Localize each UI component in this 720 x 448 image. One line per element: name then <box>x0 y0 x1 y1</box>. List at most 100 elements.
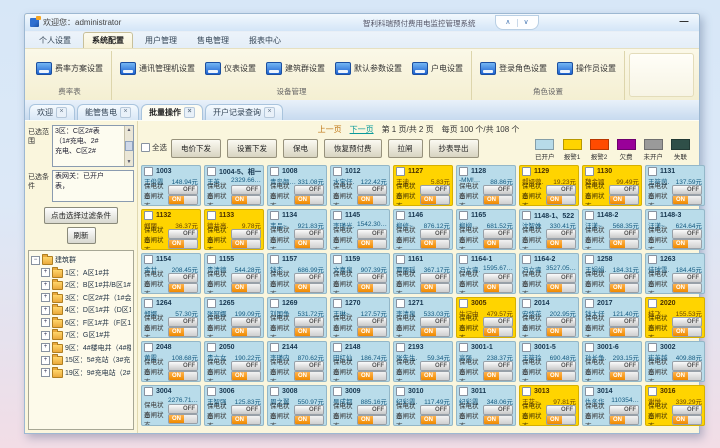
switch-toggle[interactable]: ON <box>420 239 450 249</box>
menu-item[interactable]: 售电管理 <box>197 36 229 45</box>
switch-toggle[interactable]: ON <box>609 239 639 249</box>
protect-toggle[interactable]: OFF <box>231 405 261 415</box>
meter-checkbox[interactable] <box>333 255 342 264</box>
expand-icon[interactable]: + <box>41 293 50 303</box>
meter-checkbox[interactable] <box>144 343 153 352</box>
ribbon-button[interactable]: 户电设置 <box>408 59 467 78</box>
tab[interactable]: 欢迎 × <box>29 104 75 120</box>
protect-toggle[interactable]: OFF <box>294 317 324 327</box>
meter-checkbox[interactable] <box>144 387 153 396</box>
expand-icon[interactable]: + <box>41 305 50 315</box>
scrollbar[interactable]: ▲ ▼ <box>124 126 133 166</box>
protect-toggle[interactable]: OFF <box>672 185 702 195</box>
switch-toggle[interactable]: ON <box>483 371 513 381</box>
protect-toggle[interactable]: OFF <box>231 273 261 283</box>
protect-toggle[interactable]: OFF <box>609 361 639 371</box>
chevron-down-icon[interactable]: ∨ <box>523 19 529 26</box>
scroll-up-icon[interactable]: ▲ <box>126 127 132 133</box>
action-button[interactable]: 抄表导出 <box>428 139 479 158</box>
switch-toggle[interactable]: ON <box>294 371 324 381</box>
protect-toggle[interactable]: OFF <box>231 229 261 239</box>
switch-toggle[interactable]: ON <box>357 415 387 425</box>
meter-checkbox[interactable] <box>585 167 594 176</box>
action-button[interactable]: 设置下发 <box>227 139 277 158</box>
meter-checkbox[interactable] <box>207 255 216 264</box>
meter-checkbox[interactable] <box>648 211 657 220</box>
protect-toggle[interactable]: OFF <box>168 317 198 327</box>
protect-toggle[interactable]: OFF <box>672 405 702 415</box>
protect-toggle[interactable]: OFF <box>546 361 576 371</box>
expand-icon[interactable]: + <box>41 318 50 328</box>
switch-toggle[interactable]: ON <box>672 239 702 249</box>
tree-root[interactable]: − 建筑群 <box>31 254 131 267</box>
meter-checkbox[interactable] <box>207 211 216 220</box>
protect-toggle[interactable]: OFF <box>546 185 576 195</box>
switch-toggle[interactable]: ON <box>609 327 639 337</box>
meter-checkbox[interactable] <box>396 167 405 176</box>
meter-checkbox[interactable] <box>459 255 468 264</box>
protect-toggle[interactable]: OFF <box>420 229 450 239</box>
expand-icon[interactable]: + <box>41 355 50 365</box>
meter-checkbox[interactable] <box>648 299 657 308</box>
meter-checkbox[interactable] <box>585 211 594 220</box>
switch-toggle[interactable]: ON <box>420 327 450 337</box>
meter-checkbox[interactable] <box>522 387 531 396</box>
protect-toggle[interactable]: OFF <box>357 361 387 371</box>
switch-toggle[interactable]: ON <box>672 371 702 381</box>
menu-item[interactable]: 个人设置 <box>39 36 71 45</box>
meter-checkbox[interactable] <box>396 255 405 264</box>
switch-toggle[interactable]: ON <box>420 195 450 205</box>
switch-toggle[interactable]: ON <box>420 371 450 381</box>
switch-toggle[interactable]: ON <box>294 415 324 425</box>
protect-toggle[interactable]: OFF <box>357 229 387 239</box>
meter-checkbox[interactable] <box>144 299 153 308</box>
meter-checkbox[interactable] <box>648 343 657 352</box>
expand-icon[interactable]: + <box>41 330 50 340</box>
switch-toggle[interactable]: ON <box>168 414 198 424</box>
protect-toggle[interactable]: OFF <box>168 404 198 414</box>
close-icon[interactable]: × <box>120 107 131 118</box>
meter-checkbox[interactable] <box>207 387 216 396</box>
protect-toggle[interactable]: OFF <box>546 405 576 415</box>
meter-checkbox[interactable] <box>396 211 405 220</box>
protect-toggle[interactable]: OFF <box>420 317 450 327</box>
switch-toggle[interactable]: ON <box>546 283 576 293</box>
switch-toggle[interactable]: ON <box>609 371 639 381</box>
meter-card[interactable]: 3004 2276.71… 保电状态 OFF 合闸状态 ON <box>141 385 201 426</box>
protect-toggle[interactable]: OFF <box>672 317 702 327</box>
tree-item[interactable]: +7区：G区1#井 <box>31 329 131 342</box>
meter-checkbox[interactable] <box>459 211 468 220</box>
protect-toggle[interactable]: OFF <box>168 185 198 195</box>
switch-toggle[interactable]: ON <box>609 283 639 293</box>
collapse-icon[interactable]: − <box>31 255 40 265</box>
switch-toggle[interactable]: ON <box>168 327 198 337</box>
switch-toggle[interactable]: ON <box>546 239 576 249</box>
switch-toggle[interactable]: ON <box>357 239 387 249</box>
meter-checkbox[interactable] <box>207 343 216 352</box>
meter-checkbox[interactable] <box>333 211 342 220</box>
switch-toggle[interactable]: ON <box>357 371 387 381</box>
meter-checkbox[interactable] <box>270 211 279 220</box>
meter-checkbox[interactable] <box>396 387 405 396</box>
menu-item[interactable]: 系统配置 <box>83 32 133 48</box>
meter-checkbox[interactable] <box>144 255 153 264</box>
protect-toggle[interactable]: OFF <box>294 273 324 283</box>
protect-toggle[interactable]: OFF <box>609 405 639 415</box>
ribbon-button[interactable]: 建筑群设置 <box>262 59 329 78</box>
meter-checkbox[interactable] <box>333 343 342 352</box>
